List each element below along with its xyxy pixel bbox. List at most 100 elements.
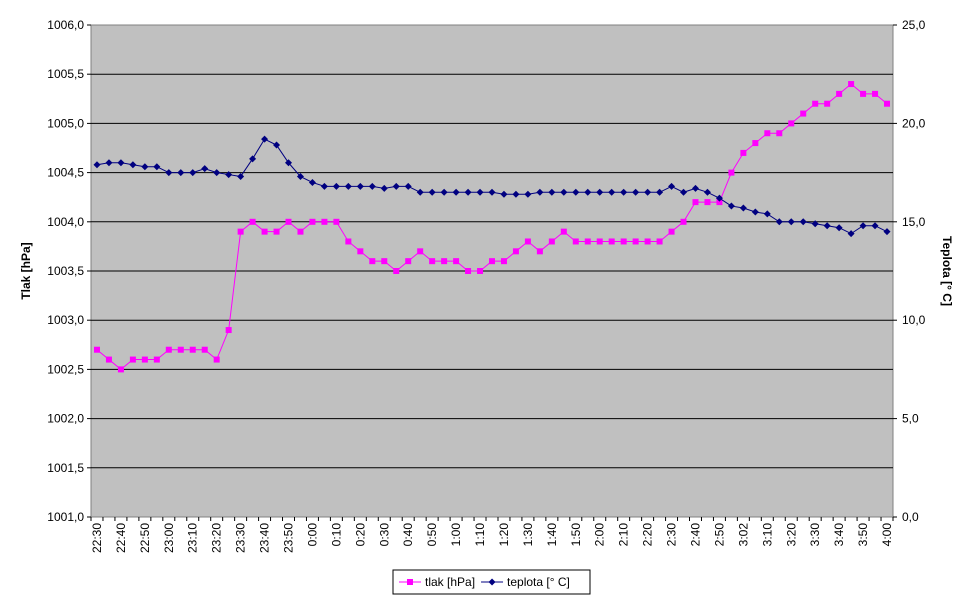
data-point [859,222,867,230]
data-point [632,238,639,245]
y2-axis-ticks: 0,0 5,0 10,0 15,0 20,0 25,0 [893,18,926,524]
x-tick-label: 22:50 [138,523,152,553]
data-point [321,218,328,225]
data-point [548,238,555,245]
x-tick-label: 1:50 [569,523,583,547]
data-point [416,188,424,196]
y-tick-label: 1005,5 [47,67,84,81]
data-point [249,155,257,163]
data-point [787,218,795,226]
data-point [380,184,388,192]
x-tick-label: 23:30 [234,523,248,553]
y2-tick-label: 25,0 [902,18,926,32]
data-point [488,188,496,196]
x-tick-label: 1:20 [497,523,511,547]
data-point [465,268,472,274]
x-tick-label: 3:40 [832,523,846,547]
data-point [620,188,628,196]
data-point [680,218,687,225]
y-tick-label: 1001,0 [47,510,84,524]
data-point [884,100,891,107]
data-point [261,135,269,143]
data-point [644,188,652,196]
x-tick-label: 0:50 [425,523,439,547]
legend: tlak [hPa] teplota [° C] [392,569,591,595]
legend-marker [407,579,413,585]
x-tick-label: 0:00 [305,523,319,547]
x-tick-label: 2:30 [665,523,679,547]
data-point [368,182,376,190]
data-point [369,258,376,265]
data-point [584,188,592,196]
data-point [800,110,807,117]
data-point [404,182,412,190]
data-point [751,208,759,216]
data-point [249,218,256,225]
data-point [429,258,436,265]
data-point [644,238,651,245]
gridlines [91,73,893,469]
data-point [153,356,160,363]
data-point [141,163,149,171]
data-point [620,238,627,245]
data-point [823,222,831,230]
data-point [776,130,783,137]
x-tick-label: 2:40 [688,523,702,547]
data-point [356,182,364,190]
x-tick-label: 3:50 [856,523,870,547]
y-tick-label: 1002,5 [47,362,84,376]
data-point [871,222,879,230]
data-point [177,169,185,177]
data-point [512,248,519,255]
y-tick-label: 1006,0 [47,18,84,32]
y2-axis-label: Teplota [° C] [940,236,954,306]
data-point [703,188,711,196]
data-point [680,188,688,196]
data-point [596,188,604,196]
data-point [476,188,484,196]
y-tick-label: 1002,0 [47,412,84,426]
y-tick-label: 1004,0 [47,215,84,229]
data-point [93,161,101,169]
data-point [129,356,136,363]
data-point [728,169,735,176]
x-tick-label: 23:40 [258,523,272,553]
data-point [811,220,819,228]
y-tick-label: 1005,0 [47,116,84,130]
data-point [596,238,603,245]
data-point [739,204,747,212]
data-point [285,159,293,167]
x-tick-label: 2:20 [641,523,655,547]
data-point [105,356,112,363]
x-tick-label: 1:30 [521,523,535,547]
x-tick-label: 3:02 [736,523,750,547]
x-tick-label: 3:30 [808,523,822,547]
x-tick-label: 23:00 [162,523,176,553]
data-point [716,199,723,206]
data-point [847,230,855,238]
data-point [320,182,328,190]
x-axis-ticks: 22:30 22:40 22:50 23:00 23:10 23:20 23:30 23:40… [90,517,894,553]
y-tick-label: 1003,5 [47,264,84,278]
y-axis-ticks: 1001,0 1001,5 1002,0 1002,5 1003,0 1003,5 1004… [47,18,91,524]
y-tick-label: 1001,5 [47,461,84,475]
data-point [812,100,819,107]
data-point [261,228,268,235]
data-point [189,169,197,177]
data-point [428,188,436,196]
data-point [105,159,113,167]
legend-label: teplota [° C] [507,575,570,589]
series-group [93,81,891,373]
data-point [691,184,699,192]
y-tick-label: 1004,5 [47,166,84,180]
data-point [452,188,460,196]
data-point [237,173,245,181]
x-tick-label: 2:50 [712,523,726,547]
data-point [297,228,304,235]
data-point [201,165,209,173]
data-point [872,90,879,97]
data-point [775,218,783,226]
data-point [788,120,795,127]
